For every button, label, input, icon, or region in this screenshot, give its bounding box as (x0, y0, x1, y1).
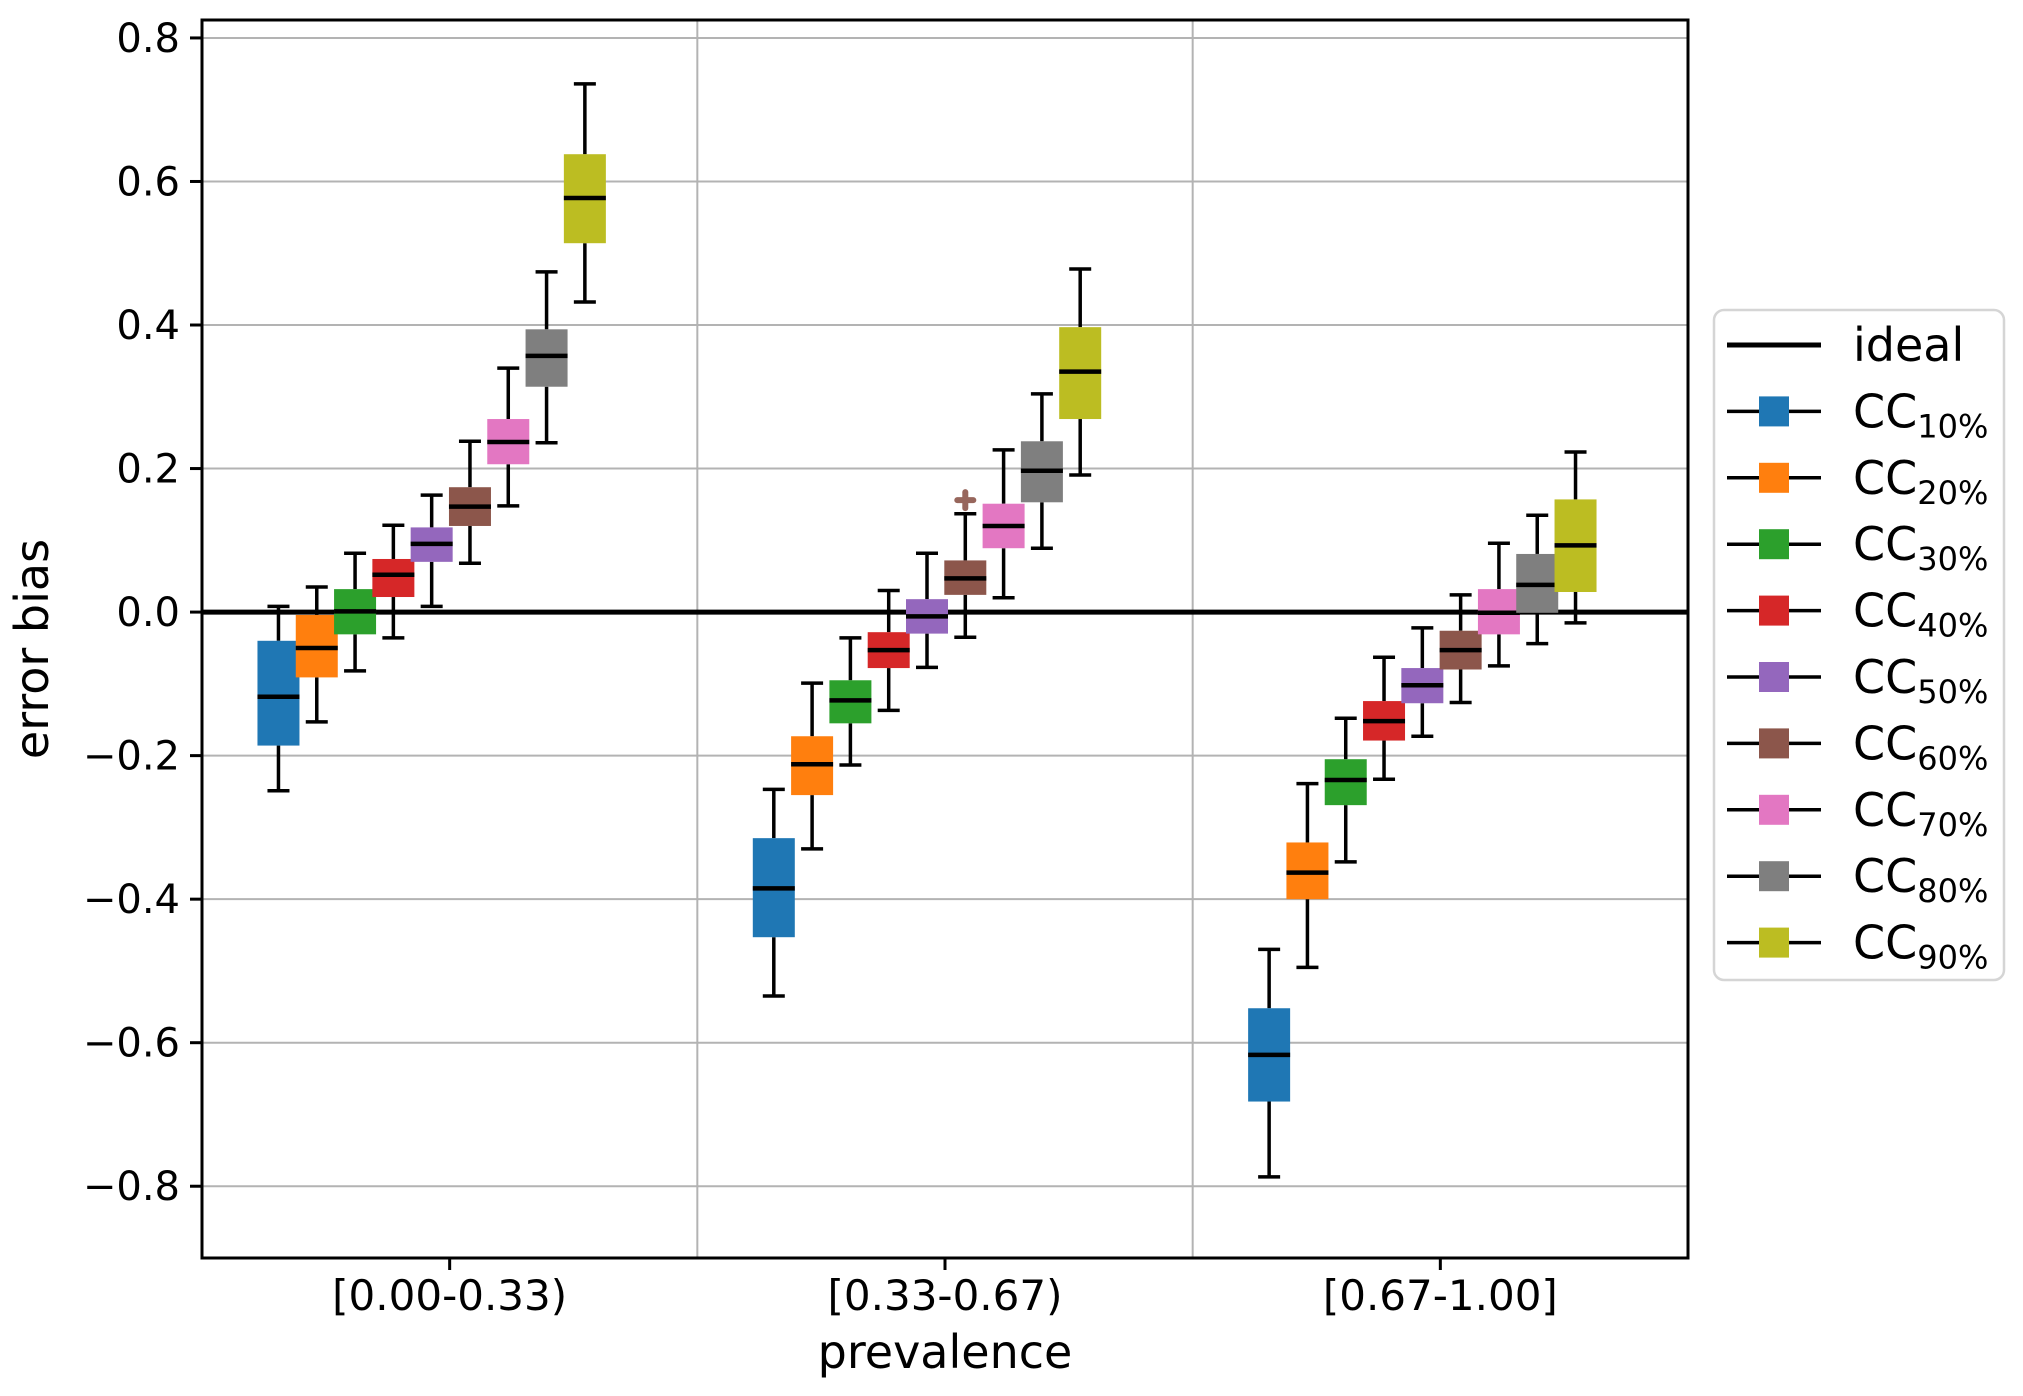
legend-marker-swatch (1759, 927, 1789, 958)
box-cc50-group1 (410, 493, 453, 609)
box-cc10-group2 (752, 787, 795, 998)
legend-label: CC40% (1853, 584, 1988, 645)
legend: idealCC10%CC20%CC30%CC40%CC50%CC60%CC70%… (1712, 308, 2006, 982)
y-tick-label: 0.8 (116, 16, 180, 62)
legend-label-subscript: 10% (1917, 407, 1988, 445)
legend-marker-swatch (1759, 728, 1789, 759)
box-cc90-group2 (1059, 267, 1102, 477)
legend-label-ideal: ideal (1853, 318, 1964, 372)
x-tick-label: [0.00-0.33) (332, 1271, 567, 1320)
legend-marker-swatch (1759, 595, 1789, 626)
legend-marker-swatch (1759, 529, 1789, 560)
box-cc70-group3 (1477, 541, 1520, 668)
box-cc30-group1 (334, 551, 377, 673)
legend-label-subscript: 90% (1917, 939, 1988, 977)
legend-label: CC20% (1853, 451, 1988, 512)
legend-entry-cc40: CC40% (1727, 584, 1988, 645)
legend-label-subscript: 30% (1917, 540, 1988, 578)
box-cc80-group1 (525, 270, 568, 445)
legend-label-main: CC (1853, 783, 1917, 837)
box-cc40-group3 (1363, 655, 1406, 782)
box-cc40-group1 (372, 523, 415, 640)
legend-label-main: CC (1853, 849, 1917, 903)
y-axis: 0.8 0.6 0.4 0.2 0.0 −0.2 −0.4 −0.6 −0.8 (83, 16, 202, 1210)
legend-label-main: CC (1853, 650, 1917, 704)
box-cc50-group3 (1401, 626, 1444, 738)
box-cc10-group1 (257, 604, 300, 793)
box-cc90-group1 (563, 82, 606, 304)
box-cc70-group2 (982, 448, 1025, 600)
y-tick-label: 0.6 (116, 159, 180, 205)
legend-entry-cc80: CC80% (1727, 849, 1988, 910)
box-cc20-group2 (791, 681, 834, 851)
legend-entry-cc20: CC20% (1727, 451, 1988, 512)
legend-marker-swatch (1759, 794, 1789, 825)
legend-entry-cc30: CC30% (1727, 517, 1988, 578)
x-tick-label: [0.33-0.67) (828, 1271, 1063, 1320)
legend-label-main: CC (1853, 916, 1917, 970)
box-cc20-group3 (1286, 781, 1329, 970)
legend-label: CC70% (1853, 783, 1988, 844)
legend-marker-swatch (1759, 662, 1789, 692)
legend-label-main: CC (1853, 517, 1917, 571)
legend-entry-cc90: CC90% (1727, 916, 1988, 977)
legend-entry-cc10: CC10% (1727, 384, 1988, 445)
box-cc10-group3 (1248, 947, 1291, 1179)
box-cc60-group2 (944, 489, 987, 639)
legend-label-subscript: 60% (1917, 739, 1988, 777)
y-tick-label: −0.6 (83, 1021, 180, 1067)
legend-label: CC10% (1853, 384, 1988, 445)
legend-marker-swatch (1759, 462, 1789, 493)
x-axis: [0.00-0.33) [0.33-0.67) [0.67-1.00] prevale… (332, 1258, 1558, 1379)
x-axis-label: prevalence (818, 1325, 1073, 1379)
legend-label: CC80% (1853, 849, 1988, 910)
legend-label: CC30% (1853, 517, 1988, 578)
legend-label: CC60% (1853, 716, 1988, 777)
legend-label-main: CC (1853, 451, 1917, 505)
y-tick-label: −0.4 (83, 877, 180, 923)
y-tick-label: 0.2 (116, 447, 180, 493)
legend-label-subscript: 50% (1917, 673, 1988, 711)
legend-label-subscript: 70% (1917, 806, 1988, 844)
legend-entry-cc50: CC50% (1727, 650, 1988, 711)
legend-label: CC90% (1853, 916, 1988, 977)
legend-label-subscript: 20% (1917, 474, 1988, 512)
legend-label-subscript: 40% (1917, 607, 1988, 645)
legend-label-main: CC (1853, 584, 1917, 638)
box-cc30-group2 (829, 636, 872, 767)
legend-marker-swatch (1759, 861, 1789, 892)
box-cc80-group2 (1020, 392, 1063, 550)
box-cc50-group2 (906, 551, 948, 670)
legend-label-main: CC (1853, 384, 1917, 438)
legend-label: CC50% (1853, 650, 1988, 711)
box-cc30-group3 (1324, 716, 1367, 864)
y-axis-label: error bias (5, 539, 59, 759)
legend-label-main: CC (1853, 716, 1917, 770)
box-cc60-group1 (448, 439, 491, 566)
box-cc90-group3 (1554, 450, 1597, 625)
box-cc70-group1 (487, 366, 530, 508)
legend-entry-cc70: CC70% (1727, 783, 1988, 844)
box-cc20-group1 (295, 585, 338, 724)
boxplot-groups (257, 82, 1597, 1179)
box-cc60-group3 (1439, 593, 1482, 705)
iqr-box-cc40-group1 (372, 558, 415, 598)
y-tick-label: −0.2 (83, 734, 180, 780)
legend-entry-ideal: ideal (1727, 318, 1964, 372)
y-tick-label: 0.0 (116, 590, 180, 636)
flier-cc60-group2-0 (954, 489, 977, 512)
box-cc40-group2 (867, 588, 910, 713)
legend-label-subscript: 80% (1917, 872, 1988, 910)
iqr-box-cc10-group1 (257, 640, 300, 746)
x-tick-label: [0.67-1.00] (1323, 1271, 1558, 1320)
legend-marker-swatch (1759, 396, 1789, 427)
legend-entry-cc60: CC60% (1727, 716, 1988, 777)
y-tick-label: 0.4 (116, 303, 180, 349)
y-tick-label: −0.8 (83, 1164, 180, 1210)
box-cc80-group3 (1516, 513, 1559, 646)
